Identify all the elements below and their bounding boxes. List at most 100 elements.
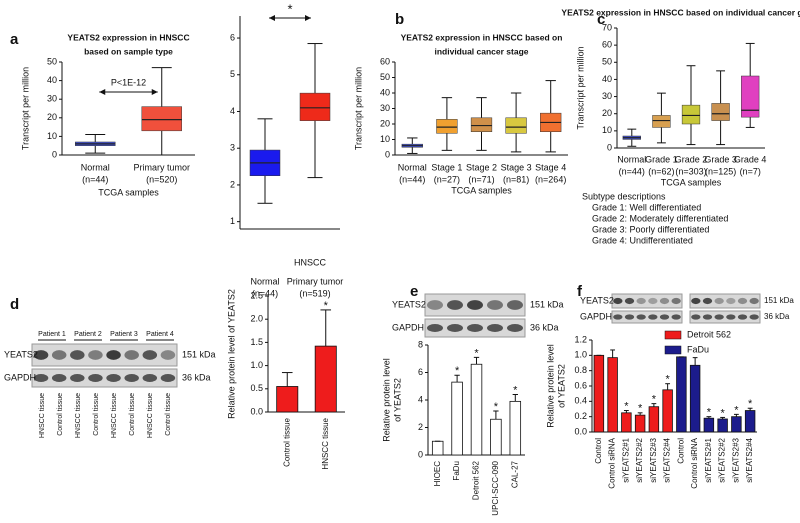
y-tick-label: 2.0 <box>250 314 263 324</box>
y-tick-label: 10 <box>602 125 612 135</box>
box <box>505 117 527 134</box>
x-axis-label: TCGA samples <box>98 187 159 197</box>
bar <box>607 357 618 433</box>
blot-band <box>749 314 759 320</box>
patient-label: Patient 2 <box>74 331 102 338</box>
note: Grade 1: Well differentiated <box>592 202 701 212</box>
x-tick-label: Normal <box>250 276 279 286</box>
blot-band <box>427 300 443 310</box>
blot-band <box>88 350 103 360</box>
x-tick-label: Normal <box>81 162 110 172</box>
blot-band <box>447 324 463 332</box>
arrow-head <box>99 89 106 95</box>
y-tick-label: 0.4 <box>574 396 587 406</box>
lane-label: HNSCC tissue <box>75 393 82 438</box>
panel-letter: c <box>597 11 605 28</box>
blot-band <box>737 314 748 320</box>
x-count-label: (n=264) <box>535 174 566 184</box>
blot-band <box>507 300 523 310</box>
blot-band <box>467 324 483 332</box>
y-axis-label: Relative protein level <box>381 358 391 442</box>
bar <box>451 381 463 456</box>
x-tick-label: siYEATS2#3 <box>649 437 658 482</box>
blot-band <box>33 374 49 382</box>
y-tick-label: 4 <box>230 106 235 116</box>
panel-letter: b <box>395 11 404 28</box>
x-tick-label: siYEATS2#1 <box>704 437 713 482</box>
blot-band <box>702 314 713 320</box>
x-tick-label: HNSCC tissue <box>321 417 330 469</box>
y-tick-label: 30 <box>602 91 612 101</box>
blot-band <box>659 297 670 305</box>
y-tick-label: 40 <box>47 75 57 85</box>
lane-label: Control tissue <box>129 393 136 436</box>
y-tick-label: 10 <box>380 134 390 144</box>
blot-band <box>142 350 158 360</box>
y-tick-label: 0.5 <box>250 383 263 393</box>
y-tick-label: 6 <box>230 32 235 42</box>
lane-label: Control tissue <box>57 393 64 436</box>
box <box>436 119 458 134</box>
y-tick-label: 40 <box>380 87 390 97</box>
y-tick-label: 50 <box>47 56 57 66</box>
x-axis-label: TCGA samples <box>661 177 722 187</box>
significance: * <box>513 384 518 396</box>
y-tick-label: 2 <box>418 422 423 432</box>
blot-band <box>70 374 85 382</box>
x-tick-label: FaDu <box>452 461 461 481</box>
box <box>652 115 671 128</box>
box <box>470 117 493 133</box>
lane-label: Control tissue <box>93 393 100 436</box>
bar <box>689 364 701 433</box>
blot-band <box>624 297 635 305</box>
panel-letter: e <box>410 283 418 300</box>
x-tick-label: Grade 2 <box>675 154 708 164</box>
box <box>141 106 182 132</box>
y-tick-label: 0.8 <box>574 365 587 375</box>
panel-letter: a <box>10 31 19 48</box>
chart-title: YEATS2 expression in HNSCC based on indi… <box>561 7 800 17</box>
blot-size-label: 36 kDa <box>182 372 211 382</box>
significance: * <box>324 300 329 312</box>
significance: * <box>748 398 753 410</box>
note: Subtype descriptions <box>582 191 666 201</box>
y-tick-label: 0 <box>418 449 423 459</box>
bar <box>648 406 660 433</box>
arrow-head <box>305 15 311 21</box>
y-tick-label: 1.2 <box>574 334 587 344</box>
note: Grade 2: Moderately differentiated <box>592 213 728 223</box>
blot-band <box>467 300 483 310</box>
x-count-label: (n=44) <box>619 166 645 176</box>
significance: * <box>494 401 499 413</box>
x-tick-label: Stage 3 <box>501 162 532 172</box>
blot-band <box>726 297 736 305</box>
box <box>681 104 701 125</box>
x-count-label: (n=71) <box>468 174 494 184</box>
blot-band <box>507 324 523 332</box>
y-tick-label: 70 <box>602 22 612 32</box>
blot-band <box>160 374 176 382</box>
bar <box>509 400 522 456</box>
box <box>299 92 331 121</box>
y-tick-label: 2.5 <box>250 290 263 300</box>
significance: * <box>624 400 629 412</box>
x-tick-label: Grade 1 <box>645 154 678 164</box>
x-tick-label: CAL-27 <box>510 460 519 488</box>
y-axis-label: Transcript per million <box>575 46 585 129</box>
blot-size-label: 151 kDa <box>530 299 564 309</box>
blot-band <box>70 350 85 360</box>
y-tick-label: 2 <box>230 179 235 189</box>
y-tick-label: 0.0 <box>250 406 263 416</box>
blot-band <box>737 297 748 305</box>
blot-band <box>648 314 658 320</box>
annotation: * <box>287 1 292 16</box>
significance: * <box>638 403 643 415</box>
blot-band <box>447 300 463 310</box>
bar <box>276 386 299 413</box>
x-axis-label: TCGA samples <box>451 185 512 195</box>
blot-band <box>726 314 736 320</box>
blot-band <box>613 314 623 320</box>
bar <box>703 417 715 433</box>
blot-row-label: YEATS2 <box>392 299 426 309</box>
y-tick-label: 50 <box>602 57 612 67</box>
